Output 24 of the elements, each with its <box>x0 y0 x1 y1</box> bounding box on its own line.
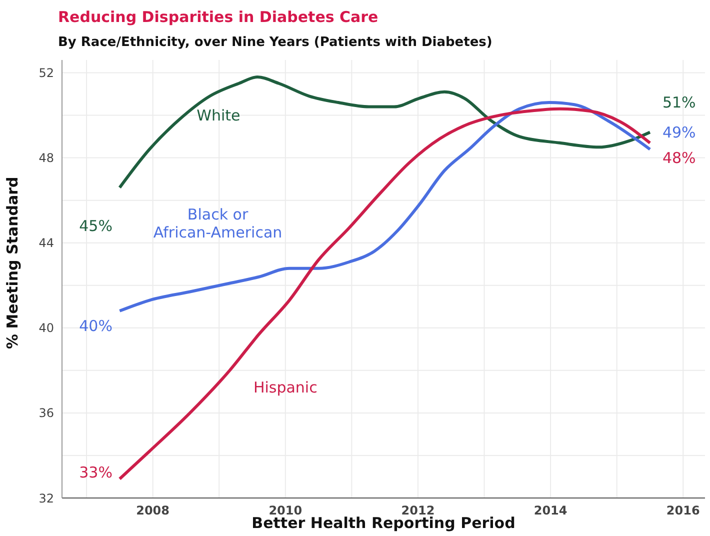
y-tick-label: 44 <box>38 236 54 250</box>
chart-title: Reducing Disparities in Diabetes Care <box>58 8 378 26</box>
annotation: 40% <box>79 316 112 335</box>
series-label: Black or African-American <box>153 206 282 242</box>
series-label: White <box>196 106 240 124</box>
chart-subtitle: By Race/Ethnicity, over Nine Years (Patients with Diabetes) <box>58 35 492 50</box>
y-axis-title: % Meeting Standard <box>3 176 22 349</box>
line-series <box>118 101 652 312</box>
line-series <box>118 107 652 480</box>
x-tick-label: 2016 <box>666 504 700 518</box>
annotation: 33% <box>79 463 112 482</box>
line-series <box>118 76 652 190</box>
annotation: 51% <box>662 94 696 112</box>
y-tick-label: 48 <box>38 151 54 166</box>
x-tick-label: 2008 <box>136 504 170 518</box>
annotation: 49% <box>662 123 696 142</box>
annotation: 48% <box>662 148 696 167</box>
annotation: 45% <box>79 216 112 235</box>
y-tick-label: 52 <box>38 66 54 80</box>
series-label: Hispanic <box>253 378 318 396</box>
y-tick-label: 36 <box>38 406 54 420</box>
y-tick-label: 40 <box>38 321 54 336</box>
y-tick-label: 32 <box>38 491 54 506</box>
x-tick-label: 2014 <box>534 504 568 518</box>
